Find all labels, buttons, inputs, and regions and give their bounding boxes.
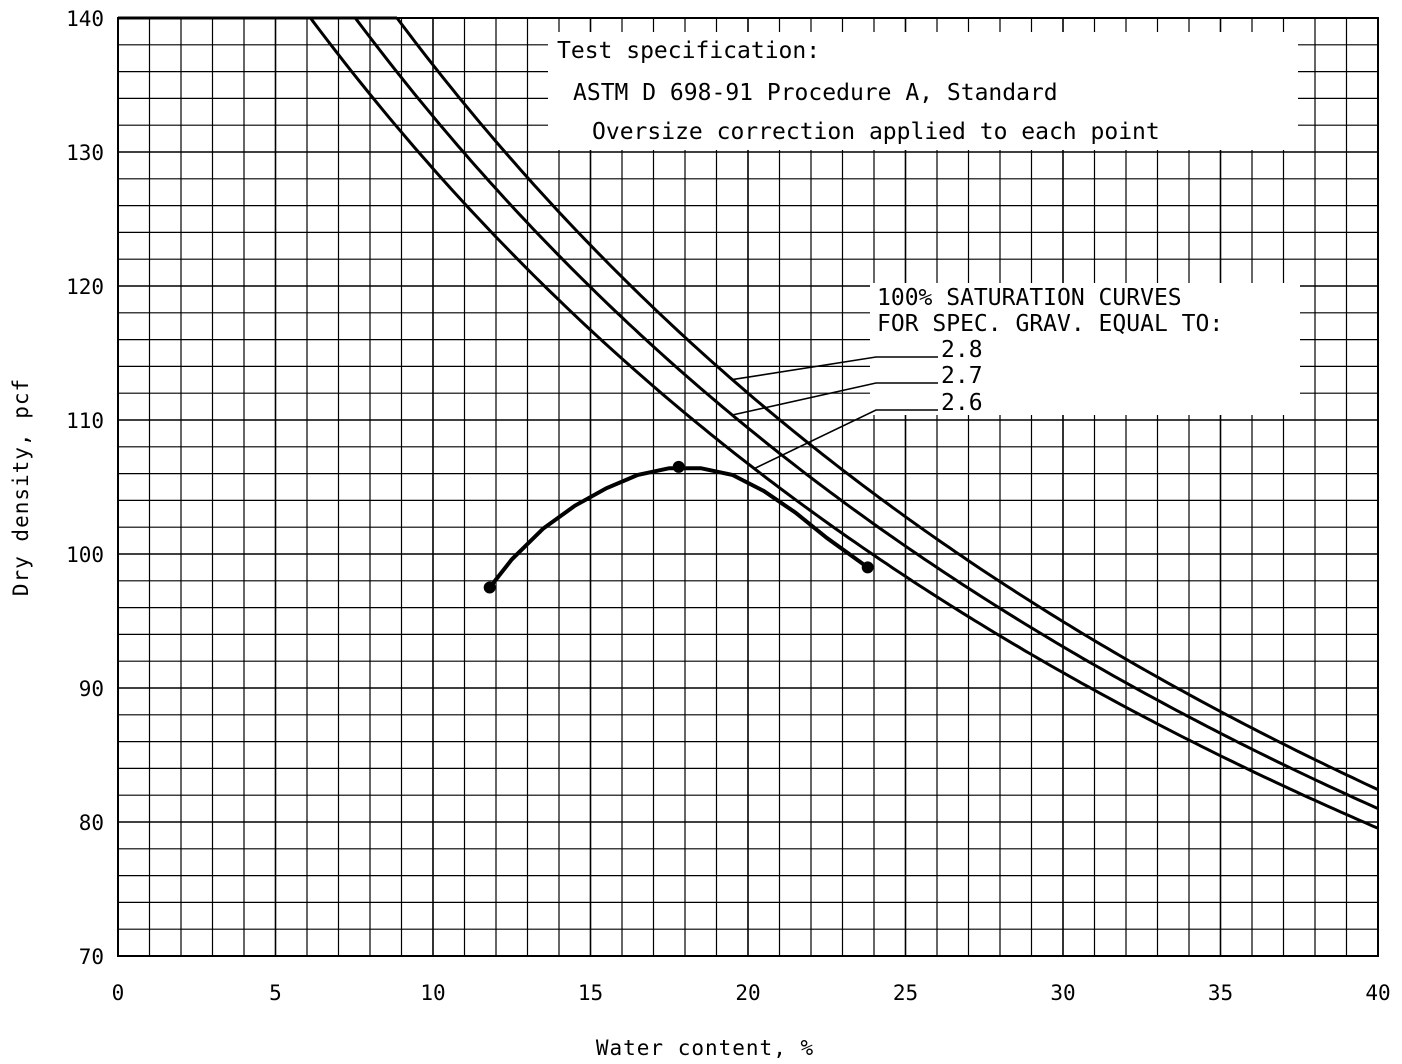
- data-point: [672, 460, 685, 473]
- x-tick-label: 5: [269, 981, 282, 1005]
- leader-line: [732, 356, 938, 381]
- fit-curve-group: [487, 466, 870, 590]
- y-axis-label: Dry density, pcf: [9, 378, 33, 596]
- test-specification-annotation: Test specification: ASTM D 698-91 Proced…: [548, 32, 1298, 150]
- x-tick-label: 0: [112, 981, 125, 1005]
- data-points: [483, 460, 874, 594]
- plot-frame: [117, 17, 1379, 957]
- sg-label-2-6: 2.6: [941, 390, 983, 416]
- saturation-curve-2-8: [395, 17, 1379, 791]
- y-tick-label: 70: [79, 945, 104, 969]
- compaction-curve: [487, 466, 870, 590]
- sg-label-2-8: 2.8: [941, 337, 983, 363]
- x-tick-labels: 0 5 10 15 20 25 30 35 40: [112, 981, 1391, 1005]
- y-tick-label: 130: [66, 141, 104, 165]
- y-tick-label: 110: [66, 409, 104, 433]
- y-tick-labels: 70 80 90 100 110 120 130 140: [66, 7, 104, 969]
- x-tick-label: 10: [420, 981, 445, 1005]
- saturation-curves: [118, 16, 1379, 830]
- x-tick-label: 40: [1365, 981, 1390, 1005]
- leader-line: [732, 382, 938, 416]
- saturation-curve-2-6: [309, 17, 1379, 830]
- y-tick-label: 120: [66, 275, 104, 299]
- spec-line-2: ASTM D 698-91 Procedure A, Standard: [573, 80, 1058, 106]
- spec-line-3: Oversize correction applied to each poin…: [592, 119, 1160, 145]
- x-tick-label: 15: [578, 981, 603, 1005]
- x-tick-label: 30: [1050, 981, 1075, 1005]
- saturation-annotation: 100% SATURATION CURVES FOR SPEC. GRAV. E…: [870, 283, 1300, 416]
- saturation-curve-2-7: [354, 17, 1379, 810]
- saturation-heading-2: FOR SPEC. GRAV. EQUAL TO:: [877, 311, 1223, 337]
- y-tick-label: 90: [79, 677, 104, 701]
- y-tick-label: 100: [66, 543, 104, 567]
- spec-line-1: Test specification:: [557, 38, 820, 64]
- x-tick-label: 25: [893, 981, 918, 1005]
- data-point: [483, 581, 496, 594]
- data-point: [861, 561, 874, 574]
- y-tick-label: 80: [79, 811, 104, 835]
- sg-label-2-7: 2.7: [941, 363, 983, 389]
- x-tick-label: 20: [735, 981, 760, 1005]
- saturation-leader-lines: [732, 356, 938, 470]
- saturation-heading-1: 100% SATURATION CURVES: [877, 285, 1182, 311]
- leader-line: [753, 409, 938, 470]
- x-axis-label: Water content, %: [596, 1036, 814, 1060]
- x-tick-label: 35: [1208, 981, 1233, 1005]
- y-tick-label: 140: [66, 7, 104, 31]
- grid: [117, 17, 1379, 957]
